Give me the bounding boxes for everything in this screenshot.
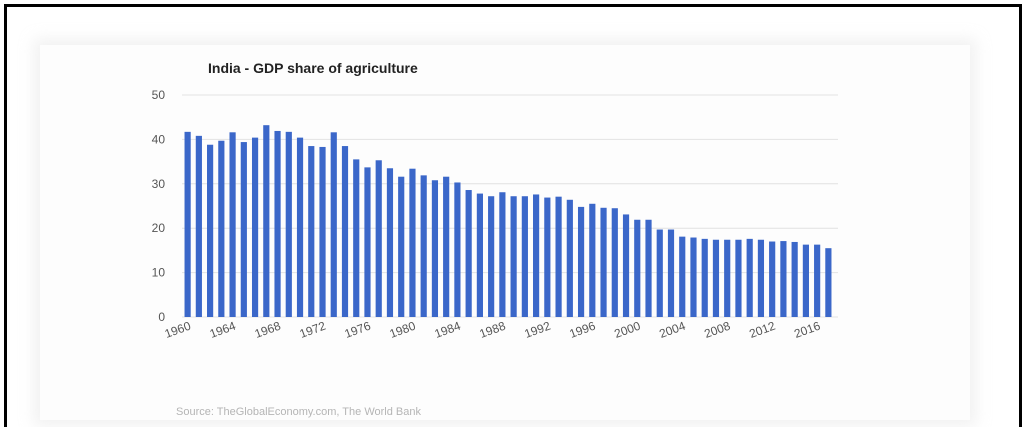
bar-2004 (679, 236, 686, 317)
bar-1974 (341, 146, 349, 317)
bar-1971 (308, 146, 315, 317)
x-tick-label: 1980 (388, 319, 418, 341)
bars (184, 125, 832, 317)
bar-1961 (195, 135, 202, 317)
y-tick-label: 30 (152, 177, 166, 191)
x-tick-label: 2012 (747, 319, 777, 341)
x-tick-label: 1976 (343, 319, 373, 341)
x-tick-label: 2016 (792, 319, 822, 341)
x-tick-label: 1992 (522, 319, 552, 341)
bar-1975 (353, 159, 360, 317)
bar-1981 (420, 175, 427, 317)
y-tick-label: 20 (152, 221, 166, 235)
bar-2011 (757, 239, 765, 317)
bar-1982 (431, 180, 439, 317)
x-tick-label: 1972 (298, 319, 328, 341)
bar-1990 (521, 196, 528, 317)
bar-1987 (488, 196, 495, 317)
bar-1988 (499, 192, 506, 317)
y-tick-label: 40 (152, 132, 166, 146)
bar-2000 (634, 219, 641, 317)
bar-1966 (251, 137, 259, 317)
bar-1978 (386, 168, 394, 317)
bar-2010 (746, 238, 753, 317)
bar-1964 (229, 132, 236, 317)
bar-1962 (207, 144, 214, 317)
bar-1993 (555, 196, 562, 317)
bar-2013 (780, 241, 787, 317)
bar-2007 (712, 239, 720, 317)
y-tick-label: 50 (152, 88, 166, 102)
bar-1992 (544, 197, 551, 317)
bar-2003 (667, 229, 675, 317)
bar-1997 (600, 207, 607, 317)
bar-1989 (510, 196, 517, 317)
x-tick-label: 1968 (253, 319, 283, 341)
bar-1977 (375, 160, 382, 317)
x-tick-label: 2004 (657, 319, 687, 341)
chart-title: India - GDP share of agriculture (208, 60, 418, 76)
bar-2009 (735, 239, 742, 317)
bar-1960 (184, 131, 191, 317)
bar-1991 (533, 194, 540, 317)
bar-1967 (263, 125, 270, 317)
x-tick-label: 1960 (163, 319, 193, 341)
bar-1963 (218, 140, 225, 317)
bar-1980 (409, 168, 416, 317)
bar-1965 (240, 142, 247, 317)
x-tick-label: 2008 (702, 319, 732, 341)
bar-1998 (611, 208, 618, 317)
bar-2001 (645, 219, 652, 317)
bar-1983 (443, 176, 450, 317)
x-tick-label: 1984 (433, 319, 463, 341)
bar-1994 (566, 199, 573, 317)
bar-1995 (577, 206, 585, 317)
bar-1976 (364, 167, 371, 317)
bar-2002 (656, 229, 663, 317)
bar-2017 (825, 248, 832, 317)
x-tick-label: 2000 (612, 319, 642, 341)
y-tick-label: 0 (158, 310, 165, 324)
x-tick-label: 1996 (567, 319, 597, 341)
y-axis-ticks: 0 10 20 30 40 50 (152, 88, 166, 324)
bar-2016 (814, 244, 821, 317)
chart-source: Source: TheGlobalEconomy.com, The World … (176, 406, 421, 418)
x-tick-label: 1964 (208, 319, 238, 341)
bar-2014 (791, 241, 798, 317)
bar-2015 (802, 244, 809, 317)
bar-2008 (724, 239, 731, 317)
bar-1979 (398, 176, 405, 317)
x-axis-ticks: 1960 1964 1968 1972 1976 1980 1984 1988 1992 1996… (163, 319, 823, 341)
bar-1986 (476, 193, 483, 317)
bar-2012 (769, 241, 776, 317)
bar-1969 (285, 131, 292, 317)
bar-1985 (465, 190, 472, 317)
bar-1972 (319, 146, 326, 317)
y-tick-label: 10 (152, 266, 166, 280)
bar-2005 (690, 237, 697, 317)
image-frame (4, 4, 1022, 427)
bar-1970 (296, 137, 304, 317)
x-tick-label: 1988 (478, 319, 508, 341)
bar-2006 (701, 238, 708, 317)
bar-1973 (330, 132, 337, 317)
bar-1996 (589, 203, 596, 317)
bar-1999 (622, 214, 630, 317)
bar-1968 (274, 130, 281, 317)
bar-1984 (454, 182, 461, 317)
